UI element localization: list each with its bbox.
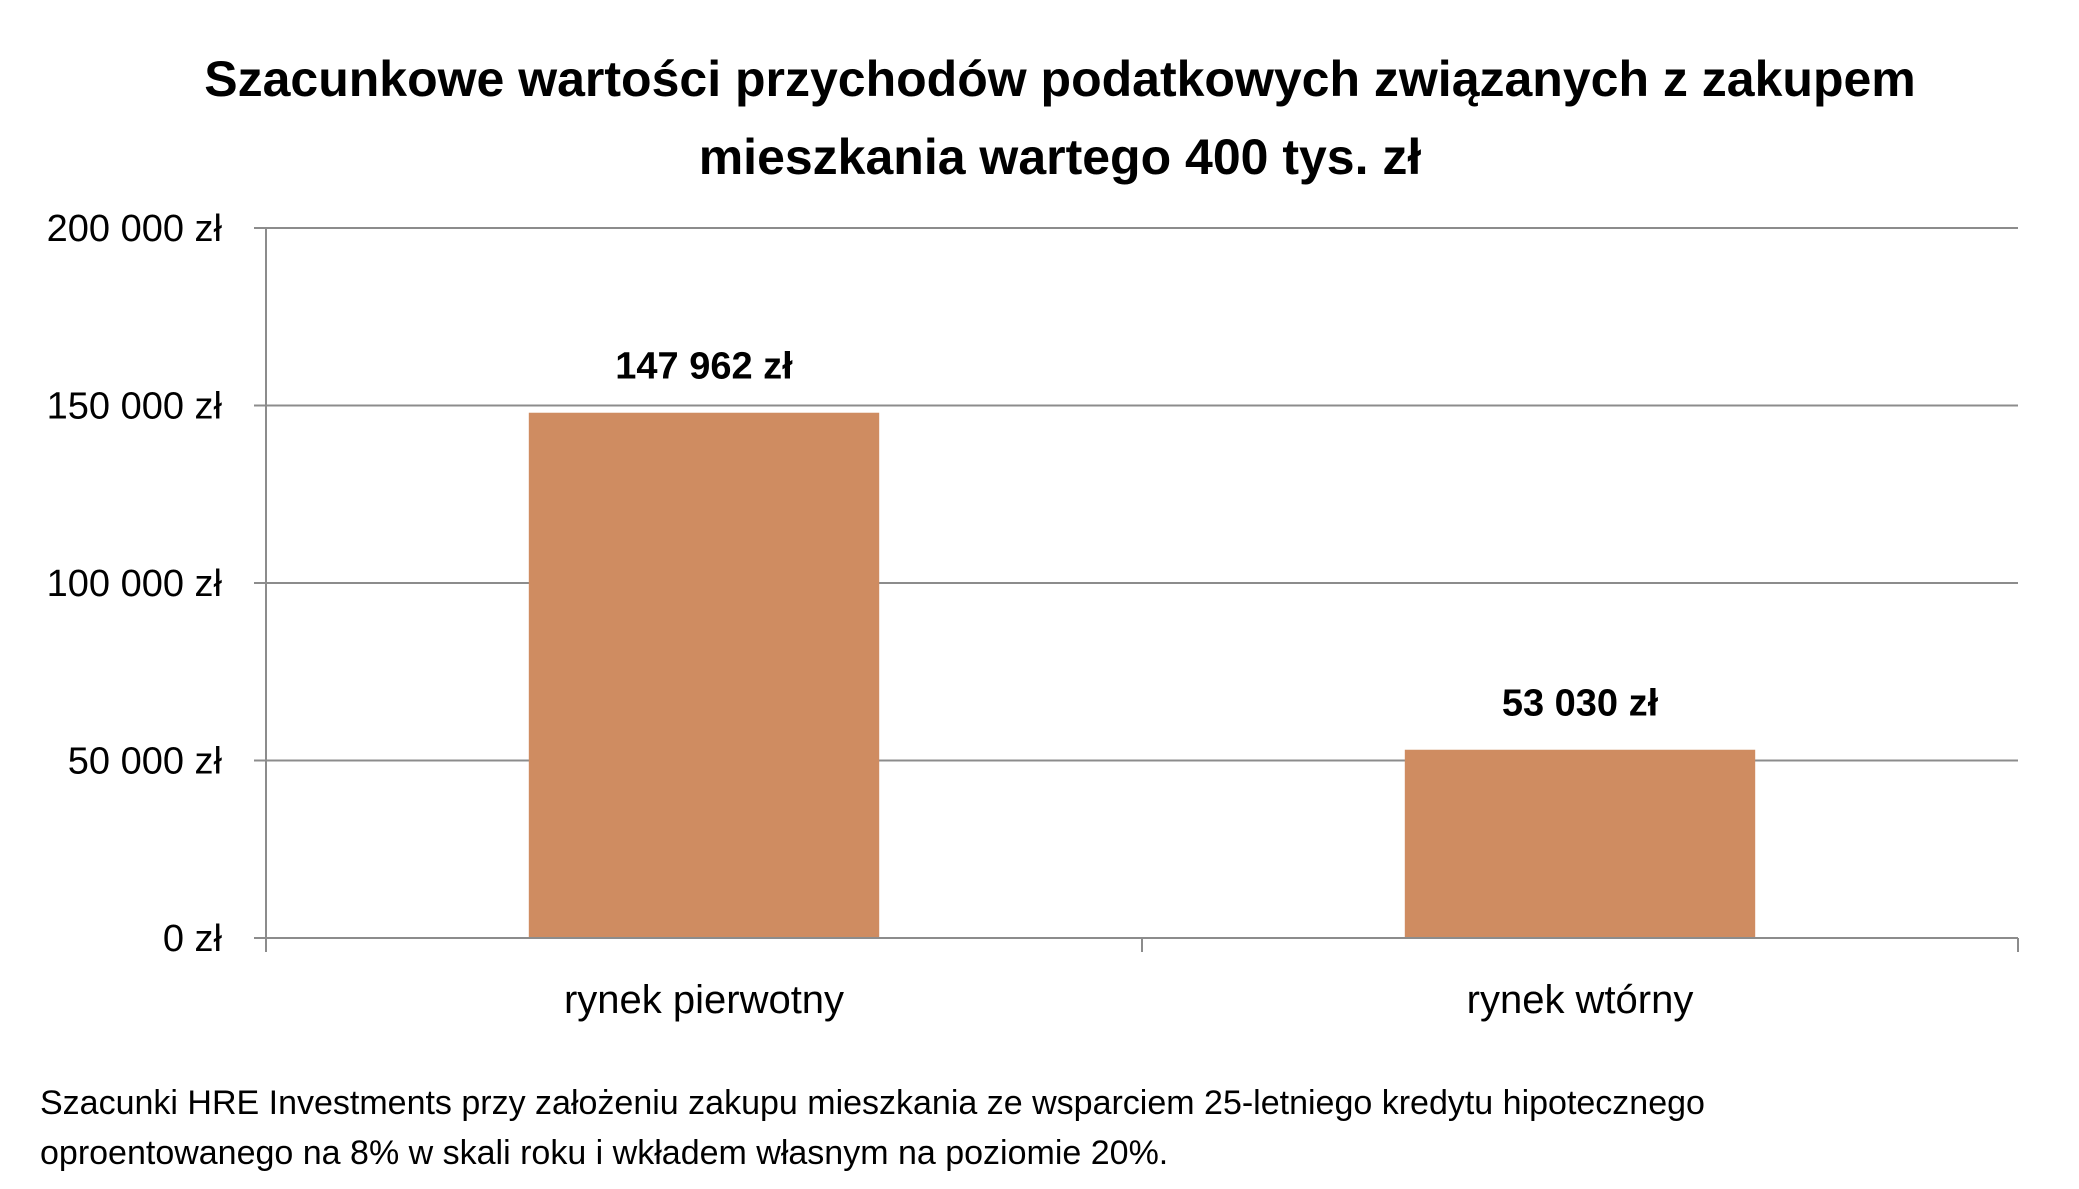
- source-note-line-2: oproentowanego na 8% w skali roku i wkła…: [40, 1134, 1169, 1172]
- chart-title-line-2: mieszkania wartego 400 tys. zł: [698, 129, 1422, 185]
- bar-2: [1404, 749, 1756, 938]
- y-tick-label: 150 000 zł: [47, 386, 223, 428]
- labels: 0 zł 50 000 zł 100 000 zł 150 000 zł 200 000…: [47, 208, 1694, 1022]
- axes: [254, 227, 2019, 952]
- source-note-line-1: Szacunki HRE Investments przy założeniu …: [40, 1084, 1705, 1122]
- data-label-1: 147 962 zł: [615, 346, 793, 388]
- category-label-1: rynek pierwotny: [564, 978, 844, 1022]
- chart-title: Szacunkowe wartości przychodów podatkowy…: [40, 40, 2079, 196]
- y-tick-label: 100 000 zł: [47, 563, 223, 605]
- y-tick-label: 200 000 zł: [47, 208, 223, 250]
- source-note: Szacunki HRE Investments przy założeniu …: [40, 1078, 2000, 1178]
- y-tick-label: 50 000 zł: [68, 741, 223, 783]
- chart-title-line-1: Szacunkowe wartości przychodów podatkowy…: [204, 51, 1916, 107]
- bars: [528, 412, 1756, 939]
- bar-1: [528, 412, 880, 939]
- data-label-2: 53 030 zł: [1502, 683, 1659, 725]
- y-tick-label: 0 zł: [163, 918, 223, 960]
- bar-chart: 0 zł 50 000 zł 100 000 zł 150 000 zł 200 000…: [47, 208, 2019, 1022]
- category-label-2: rynek wtórny: [1467, 978, 1694, 1022]
